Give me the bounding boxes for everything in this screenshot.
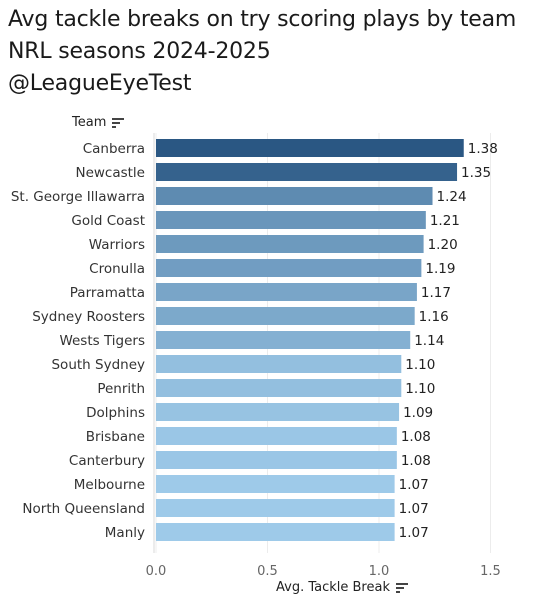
value-label: 1.07 bbox=[399, 501, 429, 517]
bar[interactable] bbox=[156, 331, 411, 349]
bar[interactable] bbox=[156, 283, 417, 301]
bar[interactable] bbox=[156, 523, 395, 541]
team-label: Canberra bbox=[83, 141, 145, 157]
x-axis-header[interactable]: Avg. Tackle Break bbox=[276, 580, 408, 595]
x-tick-label: 0.0 bbox=[146, 564, 167, 579]
value-label: 1.16 bbox=[419, 309, 449, 325]
value-label: 1.08 bbox=[401, 453, 431, 469]
bar[interactable] bbox=[156, 163, 458, 181]
team-label: Dolphins bbox=[86, 405, 145, 421]
sort-icon[interactable] bbox=[112, 117, 125, 128]
x-tick-label: 1.0 bbox=[369, 564, 390, 579]
bar[interactable] bbox=[156, 355, 402, 373]
team-label: North Queensland bbox=[22, 501, 145, 517]
chart-title-line-1: Avg tackle breaks on try scoring plays b… bbox=[8, 7, 517, 32]
bar[interactable] bbox=[156, 379, 402, 397]
value-label: 1.10 bbox=[405, 357, 435, 373]
team-label: South Sydney bbox=[51, 357, 145, 373]
y-axis-header[interactable]: Team bbox=[72, 115, 125, 130]
team-label: Wests Tigers bbox=[59, 333, 145, 349]
team-label: St. George Illawarra bbox=[11, 189, 145, 205]
y-axis-title: Team bbox=[72, 115, 107, 130]
x-axis-title: Avg. Tackle Break bbox=[276, 580, 390, 595]
value-label: 1.21 bbox=[430, 213, 460, 229]
bar[interactable] bbox=[156, 451, 397, 469]
bar[interactable] bbox=[156, 307, 415, 325]
team-label: Newcastle bbox=[75, 165, 145, 181]
team-label: Melbourne bbox=[74, 477, 145, 493]
team-label: Penrith bbox=[97, 381, 145, 397]
value-label: 1.07 bbox=[399, 525, 429, 541]
sort-icon[interactable] bbox=[396, 582, 408, 593]
bar[interactable] bbox=[156, 211, 426, 229]
team-label: Canterbury bbox=[69, 453, 145, 469]
team-label: Warriors bbox=[89, 237, 145, 253]
x-tick-label: 0.5 bbox=[257, 564, 278, 579]
bar[interactable] bbox=[156, 187, 433, 205]
chart-title: Avg tackle breaks on try scoring plays b… bbox=[8, 4, 538, 100]
value-label: 1.24 bbox=[437, 189, 467, 205]
team-label: Sydney Roosters bbox=[32, 309, 145, 325]
bar[interactable] bbox=[156, 427, 397, 445]
value-label: 1.20 bbox=[428, 237, 458, 253]
value-label: 1.19 bbox=[425, 261, 455, 277]
bar[interactable] bbox=[156, 139, 464, 157]
x-tick-label: 1.5 bbox=[480, 564, 501, 579]
bar[interactable] bbox=[156, 499, 395, 517]
bar[interactable] bbox=[156, 259, 422, 277]
team-label: Cronulla bbox=[89, 261, 145, 277]
value-label: 1.07 bbox=[399, 477, 429, 493]
value-label: 1.35 bbox=[461, 165, 491, 181]
value-label: 1.38 bbox=[468, 141, 498, 157]
team-label: Gold Coast bbox=[71, 213, 145, 229]
chart-title-line-3: @LeagueEyeTest bbox=[8, 71, 192, 96]
value-label: 1.08 bbox=[401, 429, 431, 445]
team-label: Parramatta bbox=[70, 285, 145, 301]
bar[interactable] bbox=[156, 475, 395, 493]
value-label: 1.10 bbox=[405, 381, 435, 397]
value-label: 1.17 bbox=[421, 285, 451, 301]
value-label: 1.14 bbox=[414, 333, 444, 349]
bar[interactable] bbox=[156, 235, 424, 253]
team-label: Manly bbox=[105, 525, 145, 541]
value-label: 1.09 bbox=[403, 405, 433, 421]
bar[interactable] bbox=[156, 403, 400, 421]
chart-title-line-2: NRL seasons 2024-2025 bbox=[8, 39, 271, 64]
team-label: Brisbane bbox=[86, 429, 145, 445]
